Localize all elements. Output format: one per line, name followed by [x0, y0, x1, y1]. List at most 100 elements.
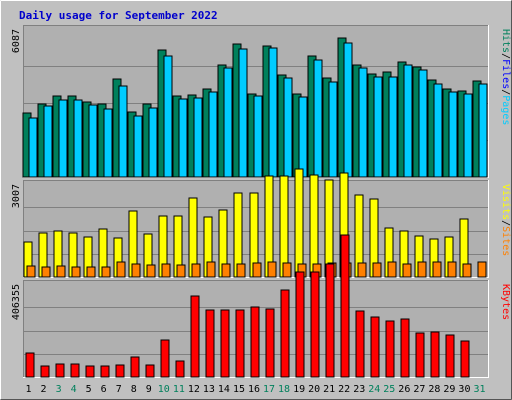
- bar-kbytes-day-22: [340, 234, 350, 378]
- bar-kbytes-day-6: [100, 365, 110, 378]
- bar-sites-day-17: [267, 261, 277, 278]
- x-tick-label: 11: [173, 384, 185, 395]
- bar-pages-day-28: [433, 83, 443, 178]
- max-value-label: 406355: [11, 284, 22, 320]
- legend-entry: Files: [500, 59, 511, 89]
- bar-pages-day-22: [343, 42, 353, 178]
- x-tick-label: 7: [116, 384, 122, 395]
- bar-kbytes-day-28: [430, 331, 440, 378]
- bar-sites-day-8: [131, 263, 141, 278]
- bar-pages-day-31: [478, 83, 488, 178]
- panel-kbytes: 406355 KBytes: [11, 234, 511, 378]
- bar-pages-day-1: [28, 117, 38, 178]
- bar-pages-day-17: [268, 47, 278, 178]
- bar-kbytes-day-20: [310, 271, 320, 378]
- bar-kbytes-day-4: [70, 363, 80, 378]
- bar-sites-day-30: [462, 263, 472, 278]
- x-tick-label: 25: [383, 384, 395, 395]
- bar-sites-day-18: [282, 262, 292, 278]
- x-tick-label: 6: [101, 384, 107, 395]
- x-tick-label: 3: [56, 384, 62, 395]
- bar-pages-day-10: [163, 55, 173, 178]
- bar-sites-day-13: [206, 261, 216, 278]
- bar-pages-day-5: [88, 104, 98, 178]
- bar-kbytes-day-9: [145, 364, 155, 378]
- bar-kbytes-day-26: [400, 318, 410, 378]
- bar-kbytes-day-11: [175, 360, 185, 378]
- bar-kbytes-day-7: [115, 364, 125, 378]
- bar-sites-day-28: [432, 261, 442, 278]
- bar-kbytes-day-21: [325, 263, 335, 378]
- bar-sites-day-5: [86, 266, 96, 278]
- bar-pages-day-30: [463, 93, 473, 178]
- panel-sites-visits: 3007 Visits/Sites: [11, 168, 511, 278]
- bar-sites-day-7: [116, 261, 126, 278]
- x-tick-label: 22: [338, 384, 350, 395]
- bar-kbytes-day-16: [250, 306, 260, 378]
- bar-kbytes-day-30: [460, 340, 470, 378]
- bar-pages-day-24: [373, 76, 383, 178]
- bar-pages-day-19: [298, 96, 308, 178]
- bar-kbytes-day-13: [205, 309, 215, 378]
- bar-visits-day-21: [324, 179, 334, 278]
- bar-sites-day-16: [252, 262, 262, 278]
- bar-sites-day-2: [41, 266, 51, 278]
- max-value-label: 6087: [11, 29, 22, 53]
- x-tick-label: 1: [26, 384, 32, 395]
- bar-pages-day-12: [193, 97, 203, 178]
- x-tick-label: 10: [158, 384, 170, 395]
- bar-sites-day-23: [357, 262, 367, 278]
- x-tick-label: 26: [398, 384, 410, 395]
- bar-sites-day-14: [221, 263, 231, 278]
- bar-pages-day-27: [418, 69, 428, 178]
- bar-kbytes-day-5: [85, 365, 95, 378]
- bar-pages-day-20: [313, 59, 323, 178]
- bar-kbytes-day-12: [190, 295, 200, 378]
- bar-kbytes-day-29: [445, 334, 455, 378]
- bar-pages-day-11: [178, 98, 188, 178]
- x-tick-label: 16: [248, 384, 260, 395]
- x-tick-label: 19: [293, 384, 305, 395]
- bar-sites-day-4: [71, 266, 81, 278]
- bar-sites-day-26: [402, 263, 412, 278]
- legend: Visits/Sites: [500, 184, 511, 256]
- x-tick-label: 2: [41, 384, 47, 395]
- bar-kbytes-day-10: [160, 339, 170, 378]
- max-value-label: 3007: [11, 184, 22, 208]
- legend-entry: Hits: [500, 29, 511, 53]
- x-tick-label: 30: [458, 384, 470, 395]
- bar-visits-day-19: [294, 168, 304, 278]
- bar-pages-day-21: [328, 81, 338, 178]
- bar-pages-day-15: [238, 48, 248, 178]
- legend-entry: Sites: [500, 226, 511, 256]
- x-tick-label: 15: [233, 384, 245, 395]
- panel-pages-files-hits: 6087 Hits/Files/Pages: [11, 25, 511, 178]
- x-tick-label: 18: [278, 384, 290, 395]
- x-tick-label: 28: [428, 384, 440, 395]
- bar-pages-day-29: [448, 91, 458, 178]
- bar-sites-day-1: [26, 265, 36, 278]
- bar-kbytes-day-3: [55, 363, 65, 378]
- bar-sites-day-10: [161, 263, 171, 278]
- bar-sites-day-31: [477, 261, 487, 278]
- bar-pages-day-9: [148, 107, 158, 178]
- legend: Hits/Files/Pages: [500, 29, 511, 125]
- bar-sites-day-15: [236, 263, 246, 278]
- legend-entry: Visits: [500, 184, 511, 220]
- bar-pages-day-13: [208, 91, 218, 178]
- bar-sites-day-3: [56, 265, 66, 278]
- bar-pages-day-8: [133, 115, 143, 178]
- bar-kbytes-day-1: [25, 352, 35, 378]
- bar-pages-day-14: [223, 67, 233, 178]
- bar-sites-day-29: [447, 261, 457, 278]
- legend-separator: /: [500, 89, 511, 95]
- bar-kbytes-day-17: [265, 308, 275, 378]
- bar-pages-day-25: [388, 76, 398, 178]
- bar-pages-day-23: [358, 67, 368, 178]
- x-tick-label: 13: [203, 384, 215, 395]
- bar-kbytes-day-8: [130, 356, 140, 378]
- x-tick-label: 20: [308, 384, 320, 395]
- x-tick-label: 31: [473, 384, 485, 395]
- bar-kbytes-day-14: [220, 309, 230, 378]
